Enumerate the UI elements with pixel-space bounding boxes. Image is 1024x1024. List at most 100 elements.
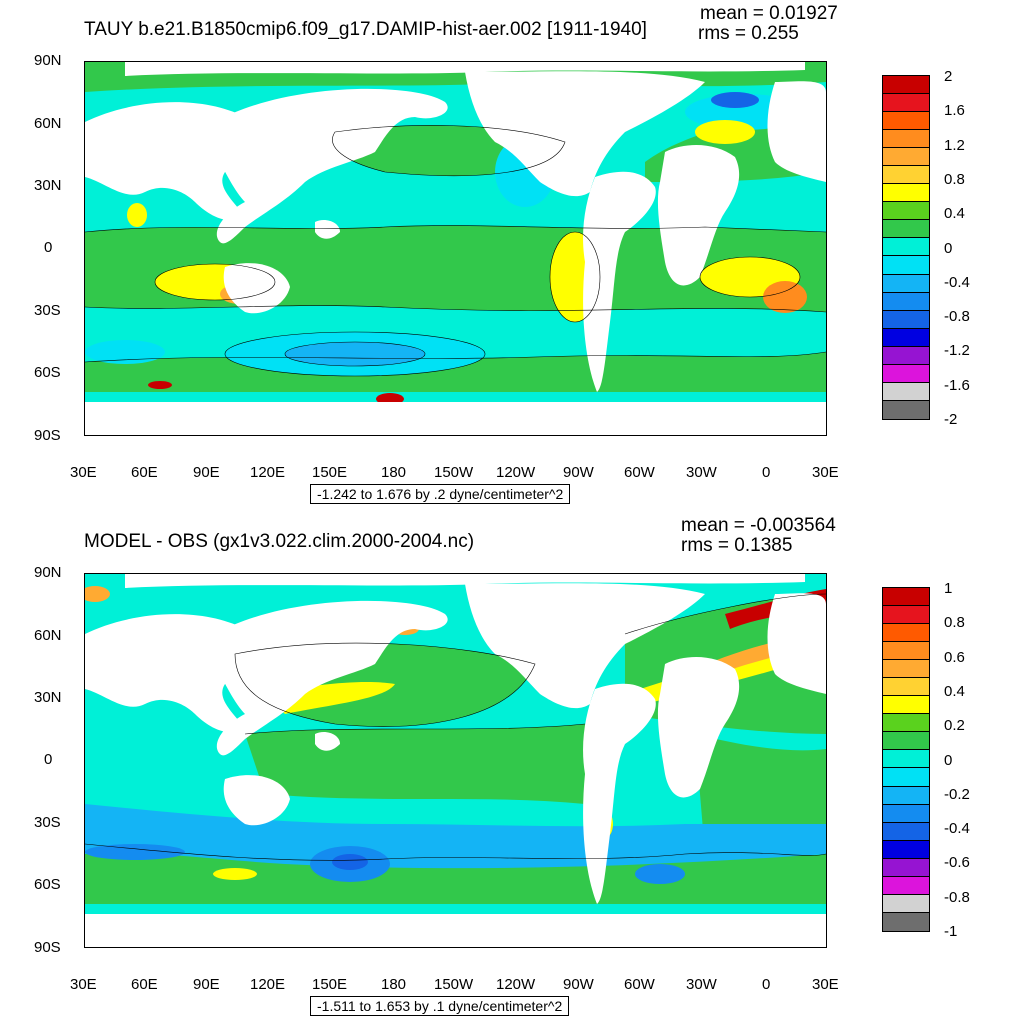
- land-mask: [85, 574, 826, 947]
- colorbar-label: -0.8: [944, 888, 970, 906]
- colorbar-label: -1: [944, 923, 958, 940]
- colorbar-label: 0.6: [944, 648, 965, 666]
- y-tick-label: 30S: [34, 814, 61, 831]
- colorbar-swatch: [883, 894, 929, 913]
- colorbar-swatch: [883, 696, 929, 715]
- panel-tauy: TAUY b.e21.B1850cmip6.f09_g17.DAMIP-hist…: [34, 3, 970, 504]
- x-tick-label: 180: [381, 976, 407, 993]
- colorbar-swatch: [883, 606, 929, 625]
- y-tick-label: 60N: [34, 627, 62, 644]
- map-plot: [84, 573, 827, 948]
- x-tick-label: 150E: [312, 976, 348, 993]
- colorbar-swatch: [883, 274, 929, 293]
- colorbar: [882, 587, 930, 932]
- y-tick-label: 60N: [34, 115, 62, 132]
- colorbar-label: -1.2: [944, 342, 970, 360]
- y-tick-label: 30S: [34, 302, 61, 319]
- panel-title: MODEL - OBS (gx1v3.022.clim.2000-2004.nc…: [84, 531, 475, 552]
- map-plot: [84, 61, 827, 436]
- field-low-region: [85, 844, 185, 860]
- x-tick-label: 90E: [193, 976, 220, 993]
- x-tick-label: 0: [762, 464, 771, 481]
- x-tick-label: 30E: [812, 464, 839, 481]
- rms-stat: rms = 0.255: [698, 23, 799, 44]
- y-tick-label: 90N: [34, 564, 62, 581]
- x-tick-label: 180: [381, 464, 407, 481]
- colorbar-swatch: [883, 382, 929, 401]
- colorbar-swatch: [883, 238, 929, 257]
- x-tick-label: 30W: [686, 976, 717, 993]
- colorbar-label: 0.2: [944, 717, 965, 735]
- contour-range-label: -1.242 to 1.676 by .2 dyne/centimeter^2: [310, 484, 571, 504]
- x-tick-label: 60E: [131, 464, 158, 481]
- x-tick-label: 30E: [812, 976, 839, 993]
- rms-stat: rms = 0.1385: [681, 535, 793, 556]
- colorbar-swatch: [883, 750, 929, 769]
- contour-lines: [85, 125, 826, 377]
- x-tick-label: 30E: [70, 464, 97, 481]
- colorbar-swatch: [883, 822, 929, 841]
- x-tick-label: 120W: [496, 976, 536, 993]
- colorbar-label: -0.4: [944, 273, 970, 291]
- x-tick-label: 150E: [312, 464, 348, 481]
- y-tick-label: 60S: [34, 876, 61, 893]
- colorbar-label: 0.4: [944, 205, 965, 223]
- colorbar-swatch: [883, 678, 929, 697]
- field-high-region: [695, 120, 755, 144]
- colorbar-swatch: [883, 660, 929, 679]
- mean-stat: mean = -0.003564: [681, 515, 836, 536]
- colorbar-swatch: [883, 912, 929, 931]
- colorbar-swatch: [883, 166, 929, 185]
- colorbar: [882, 75, 930, 420]
- colorbar-label: -2: [944, 411, 958, 428]
- field-low-region: [711, 92, 759, 108]
- colorbar-label: 0: [944, 239, 953, 257]
- colorbar-label: 0.4: [944, 682, 965, 700]
- colorbar-swatch: [883, 202, 929, 221]
- field-low-region: [85, 804, 826, 869]
- colorbar-swatch: [883, 400, 929, 419]
- x-tick-label: 60W: [624, 464, 655, 481]
- colorbar-swatch: [883, 364, 929, 383]
- x-tick-label: 150W: [434, 464, 474, 481]
- mean-stat: mean = 0.01927: [700, 3, 838, 24]
- field-low-region: [332, 854, 368, 870]
- colorbar-label: -1.6: [944, 376, 970, 394]
- colorbar-label: 2: [944, 68, 953, 85]
- x-tick-label: 90W: [563, 976, 594, 993]
- field-high-region: [763, 281, 807, 313]
- colorbar-swatch: [883, 732, 929, 751]
- y-tick-label: 0: [44, 239, 53, 256]
- panel-model-minus-obs: MODEL - OBS (gx1v3.022.clim.2000-2004.nc…: [0, 512, 1024, 1024]
- x-tick-label: 0: [762, 976, 771, 993]
- x-tick-label: 150W: [434, 976, 474, 993]
- field-high-region: [85, 586, 110, 602]
- x-tick-label: 120E: [250, 976, 286, 993]
- colorbar-swatch: [883, 624, 929, 643]
- colorbar-label: -0.4: [944, 820, 970, 838]
- colorbar-swatch: [883, 346, 929, 365]
- land-mask: [85, 62, 826, 435]
- field-high-region: [148, 381, 172, 389]
- colorbar-swatch: [883, 130, 929, 149]
- x-tick-label: 30W: [686, 464, 717, 481]
- colorbar-swatch: [883, 76, 929, 95]
- x-tick-label: 60E: [131, 976, 158, 993]
- colorbar-swatch: [883, 220, 929, 239]
- colorbar-label: 1.2: [944, 136, 965, 154]
- contour-range-label: -1.511 to 1.653 by .1 dyne/centimeter^2: [310, 996, 570, 1016]
- colorbar-label: -0.8: [944, 308, 970, 326]
- x-tick-label: 120W: [496, 464, 536, 481]
- colorbar-swatch: [883, 804, 929, 823]
- y-tick-label: 90N: [34, 52, 62, 69]
- x-tick-label: 120E: [250, 464, 286, 481]
- colorbar-label: 0: [944, 751, 953, 769]
- y-tick-label: 0: [44, 751, 53, 768]
- field-low-region: [285, 342, 425, 366]
- colorbar-swatch: [883, 328, 929, 347]
- colorbar-swatch: [883, 94, 929, 113]
- field-green-band: [245, 724, 585, 804]
- colorbar-swatch: [883, 292, 929, 311]
- contour-lines: [85, 593, 826, 861]
- x-tick-label: 30E: [70, 976, 97, 993]
